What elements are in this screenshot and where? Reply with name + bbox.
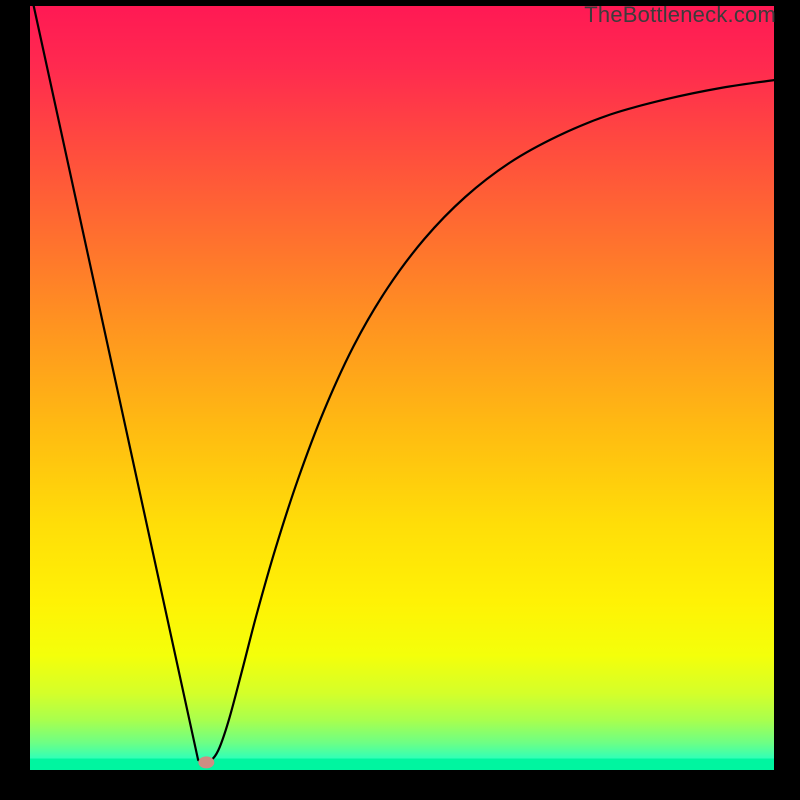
watermark-text: TheBottleneck.com: [584, 2, 776, 28]
bottom-green-band: [30, 759, 774, 770]
gradient-background: [30, 6, 774, 770]
plot-area: [30, 6, 774, 770]
optimum-marker: [198, 756, 214, 768]
bottleneck-chart: TheBottleneck.com: [0, 0, 800, 800]
chart-svg: [30, 6, 774, 770]
